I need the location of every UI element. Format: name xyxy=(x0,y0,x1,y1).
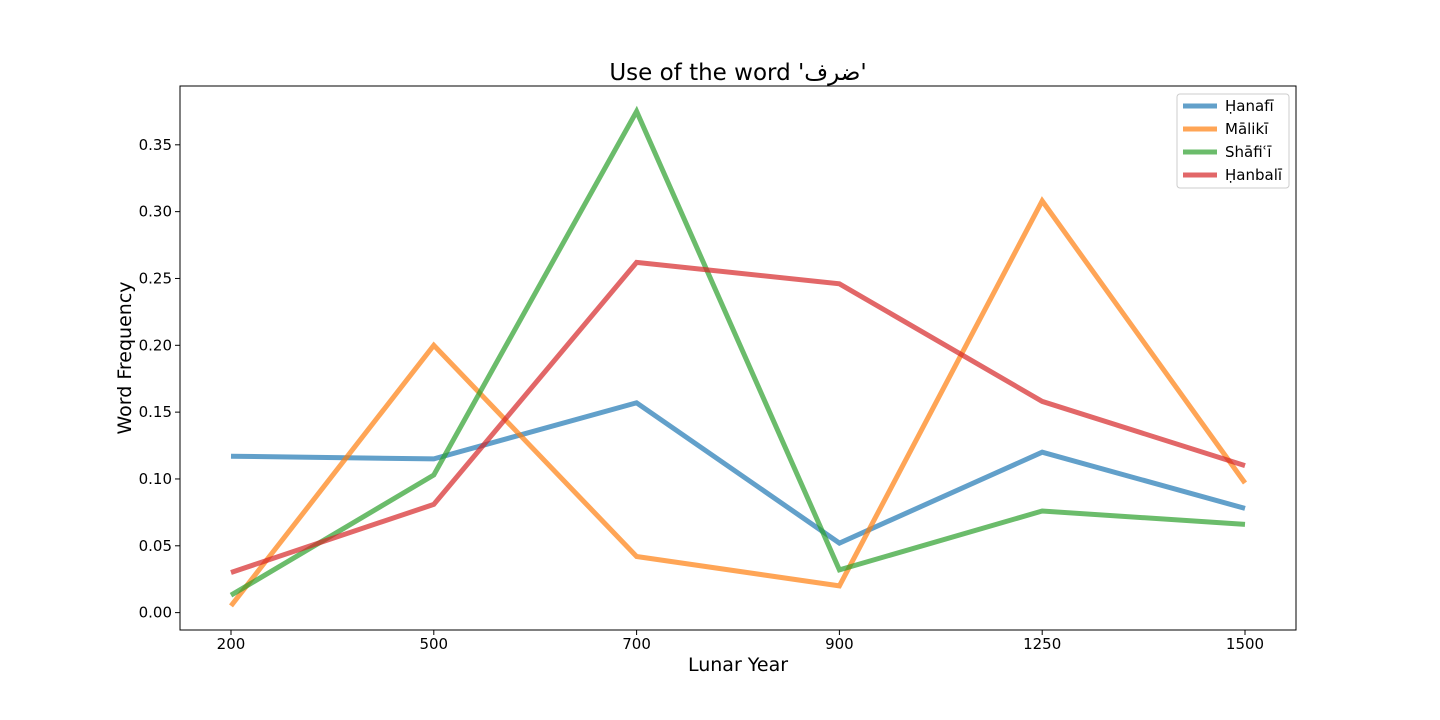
legend-label: Ḥanbalī xyxy=(1225,166,1283,184)
series-line xyxy=(229,105,1246,598)
x-tick-label: 200 xyxy=(217,635,246,653)
y-tick-label: 0.30 xyxy=(139,203,172,221)
x-tick-label: 700 xyxy=(622,635,651,653)
x-axis-label: Lunar Year xyxy=(688,654,788,676)
x-tick-label: 900 xyxy=(825,635,854,653)
legend: Ḥanafī Mālikī Shāfiʿī Ḥanbalī xyxy=(1176,93,1290,189)
chart-title: Use of the word 'ضرف' xyxy=(609,60,866,86)
y-tick-label: 0.00 xyxy=(139,604,172,622)
legend-label: Ḥanafī xyxy=(1225,97,1274,115)
series-line xyxy=(230,259,1246,575)
y-tick-label: 0.35 xyxy=(139,136,172,154)
y-axis-label: Word Frequency xyxy=(114,281,136,434)
y-tick-label: 0.10 xyxy=(139,470,172,488)
y-tick-label: 0.15 xyxy=(139,403,172,421)
y-tick-label: 0.05 xyxy=(139,537,172,555)
y-tick-label: 0.25 xyxy=(139,269,172,287)
x-tick-label: 500 xyxy=(419,635,448,653)
y-tick-label: 0.20 xyxy=(139,336,172,354)
legend-box xyxy=(1176,93,1290,189)
series-layer xyxy=(229,105,1248,608)
plot-frame xyxy=(179,85,1297,631)
series-line xyxy=(230,400,1246,546)
series-line xyxy=(229,196,1248,608)
y-axis: 0.00 0.05 0.10 0.15 0.20 0.25 0.30 0.35 xyxy=(139,136,180,622)
legend-label: Mālikī xyxy=(1225,120,1269,138)
x-tick-label: 1250 xyxy=(1023,635,1061,653)
x-tick-label: 1500 xyxy=(1226,635,1264,653)
legend-label: Shāfiʿī xyxy=(1225,143,1272,161)
x-axis: 200 500 700 900 1250 1500 xyxy=(217,630,1264,653)
